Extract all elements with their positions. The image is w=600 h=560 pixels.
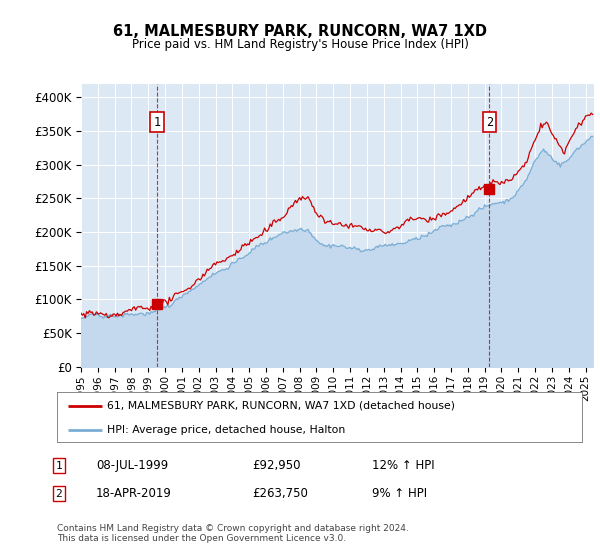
Text: 1: 1 [55, 461, 62, 471]
Text: 08-JUL-1999: 08-JUL-1999 [96, 459, 168, 473]
Text: 2: 2 [55, 489, 62, 499]
Text: £263,750: £263,750 [252, 487, 308, 501]
Text: Contains HM Land Registry data © Crown copyright and database right 2024.
This d: Contains HM Land Registry data © Crown c… [57, 524, 409, 543]
Text: 61, MALMESBURY PARK, RUNCORN, WA7 1XD: 61, MALMESBURY PARK, RUNCORN, WA7 1XD [113, 24, 487, 39]
Text: 2: 2 [486, 116, 493, 129]
Text: 18-APR-2019: 18-APR-2019 [96, 487, 172, 501]
Text: 61, MALMESBURY PARK, RUNCORN, WA7 1XD (detached house): 61, MALMESBURY PARK, RUNCORN, WA7 1XD (d… [107, 400, 455, 410]
Text: £92,950: £92,950 [252, 459, 301, 473]
Text: 12% ↑ HPI: 12% ↑ HPI [372, 459, 434, 473]
Text: Price paid vs. HM Land Registry's House Price Index (HPI): Price paid vs. HM Land Registry's House … [131, 38, 469, 51]
Text: 9% ↑ HPI: 9% ↑ HPI [372, 487, 427, 501]
Text: 1: 1 [154, 116, 161, 129]
Text: HPI: Average price, detached house, Halton: HPI: Average price, detached house, Halt… [107, 425, 345, 435]
